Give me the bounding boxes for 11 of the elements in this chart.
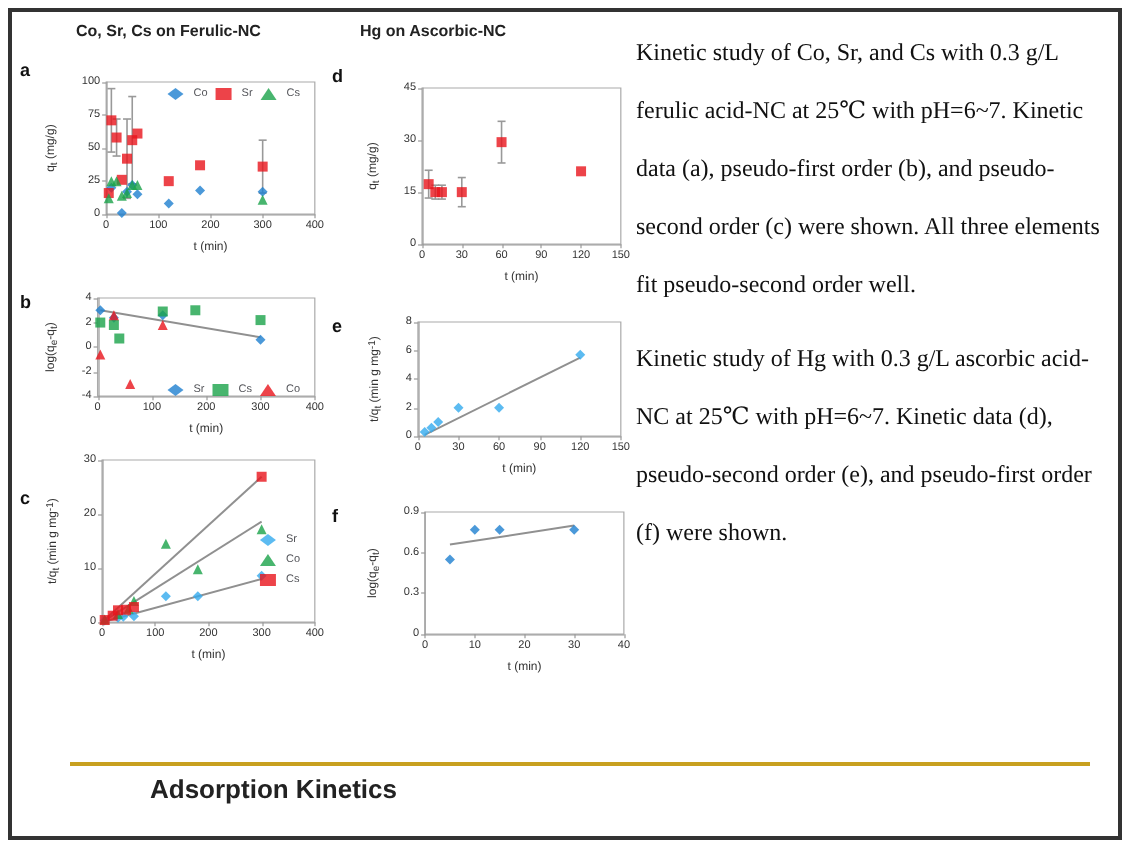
text: Adsorption Kinetics [150, 774, 398, 804]
chart-title: Co, Sr, Cs on Ferulic-NC [76, 22, 261, 40]
text: c [20, 488, 31, 508]
chart-subtitle: b [20, 292, 31, 312]
text: Kinetic study of Hg with 0.3 g/L ascorbic acid-NC at 25℃ with pH=6~7. Kinetic data (d), pseudo-second order (e), and pseudo-first order (f) were shown. [636, 344, 1092, 546]
chart-title: Hg on Ascorbic-NC [360, 22, 507, 40]
chart-subtitle: e [332, 316, 343, 336]
text: Kinetic study of Co, Sr, and Cs with 0.3 g/L ferulic acid-NC at 25℃ with pH=6~7. Kinetic data (a), pseudo-first order (b), and pseudo-second order (c) were shown. All three elements fit pseudo-second order well. [636, 38, 1100, 298]
chart-subtitle: f [332, 506, 338, 526]
chart-subtitle: a [20, 60, 31, 80]
chart-subtitle: d [332, 66, 343, 86]
